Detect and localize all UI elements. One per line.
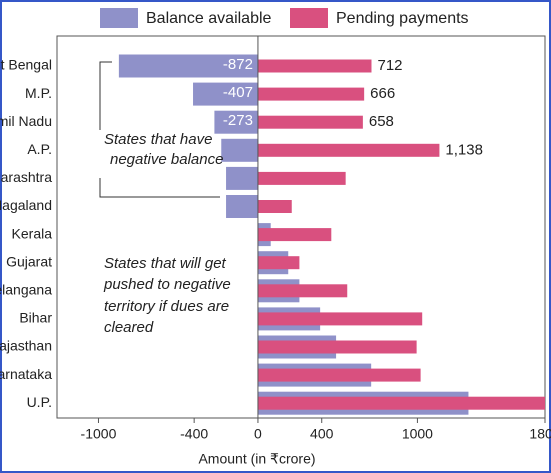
- category-label: Karnataka: [0, 366, 52, 382]
- annotation: negative balance: [110, 151, 223, 168]
- pending-bar: [257, 228, 332, 242]
- legend-label: Balance available: [146, 10, 272, 27]
- category-label: Rajasthan: [0, 338, 52, 354]
- pending-bar: [257, 312, 423, 326]
- x-tick-label: -1000: [81, 426, 117, 442]
- pending-bar: [257, 143, 440, 157]
- category-label: A.P.: [27, 141, 52, 157]
- balance-bar: [226, 166, 258, 190]
- value-label: 712: [377, 57, 402, 74]
- annotation: territory if dues are: [104, 298, 229, 315]
- value-label: 666: [370, 85, 395, 102]
- annotation: cleared: [104, 319, 154, 336]
- annotation: pushed to negative: [103, 276, 231, 293]
- value-label: 658: [369, 113, 394, 130]
- balance-bar: [118, 54, 258, 78]
- value-label: -273: [223, 112, 253, 129]
- category-label: M.P.: [25, 85, 52, 101]
- category-label: Nagaland: [0, 197, 52, 213]
- balance-bar: [214, 110, 258, 134]
- pending-bar: [257, 59, 372, 73]
- x-tick-label: 0: [254, 426, 262, 442]
- x-tick-label: 400: [310, 426, 334, 442]
- category-label: Tamil Nadu: [0, 113, 52, 129]
- balance-bar: [193, 82, 258, 106]
- x-tick-label: 1800: [529, 426, 551, 442]
- legend-swatch: [290, 8, 328, 28]
- bracket: [99, 61, 220, 198]
- pending-bar: [257, 200, 292, 213]
- value-label: -407: [223, 84, 253, 101]
- category-label: Kerala: [12, 225, 53, 241]
- x-tick-label: -400: [180, 426, 208, 442]
- pending-bar: [257, 171, 346, 185]
- category-label: Maharashtra: [0, 169, 52, 185]
- x-tick-label: 1000: [402, 426, 433, 442]
- pending-bar: [257, 115, 363, 129]
- annotation: States that will get: [104, 255, 227, 272]
- balance-bar: [226, 195, 258, 218]
- legend-label: Pending payments: [336, 10, 469, 27]
- pending-bar: [257, 256, 300, 270]
- value-label: -872: [223, 56, 253, 73]
- pending-bar: [257, 396, 545, 410]
- annotation: States that have: [104, 131, 212, 148]
- category-label: U.P.: [27, 394, 52, 410]
- category-label: Bihar: [19, 310, 52, 326]
- legend-swatch: [100, 8, 138, 28]
- category-label: Gujarat: [6, 253, 52, 269]
- plot-frame: [56, 35, 546, 419]
- pending-bar: [257, 284, 348, 298]
- pending-bar: [257, 368, 421, 382]
- pending-bar: [257, 340, 417, 354]
- category-label: West Bengal: [0, 57, 52, 73]
- category-label: Telangana: [0, 282, 52, 298]
- pending-bar: [257, 87, 365, 101]
- x-axis-label: Amount (in ₹crore): [198, 451, 315, 467]
- value-label: 1,138: [445, 141, 483, 158]
- balance-bar: [221, 138, 258, 162]
